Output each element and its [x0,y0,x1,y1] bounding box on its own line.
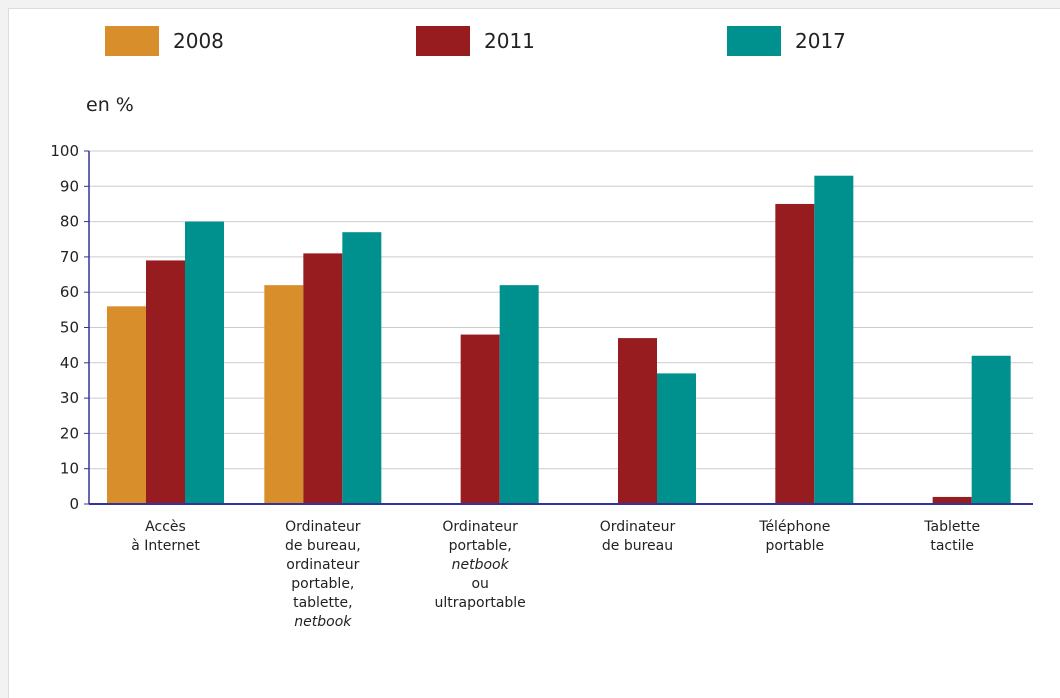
x-tick-label-2: Ordinateur portable, netbook ou ultraportabl… [435,519,526,611]
y-tick-label-0: 0 [69,495,79,513]
bar-2017-1 [342,232,382,504]
bar-2017-4 [814,175,854,504]
bar-2011-3 [618,338,657,504]
y-tick-label-90: 90 [60,177,79,195]
x-tick-label-4: Téléphone portable [758,519,830,554]
legend-item-2017: 2017 [727,26,846,56]
bar-2011-5 [932,496,972,504]
y-tick-label-70: 70 [60,248,79,266]
bar-2008-1 [264,285,304,504]
legend-item-2008: 2008 [105,26,224,56]
bar-2017-0 [185,221,224,504]
x-tick-label-5: Tablette tactile [923,519,980,554]
bar-2008-0 [107,306,146,504]
x-tick-label-0: Accès à Internet [131,519,200,554]
x-tick-label-1: Ordinateur de bureau, ordinateur portable, t… [285,519,361,630]
y-tick-label-80: 80 [60,213,79,231]
y-tick-label-10: 10 [60,460,79,478]
legend-swatch-2017 [727,26,781,56]
bar-2011-2 [460,334,500,504]
y-tick-label-20: 20 [60,424,79,442]
legend-label-2008: 2008 [173,29,224,53]
legend-swatch-2011 [416,26,470,56]
legend-label-2017: 2017 [795,29,846,53]
y-tick-label-60: 60 [60,283,79,301]
bar-2017-3 [657,373,696,504]
y-tick-label-30: 30 [60,389,79,407]
bar-2017-5 [971,355,1011,504]
x-tick-label-3: Ordinateur de bureau [600,519,676,554]
bar-2011-1 [303,253,343,504]
y-axis-unit-label: en % [86,94,134,116]
legend-item-2011: 2011 [416,26,535,56]
bar-2011-0 [146,260,185,504]
y-tick-label-100: 100 [50,142,79,160]
bar-2017-2 [499,285,539,504]
bar-2011-4 [775,203,815,504]
y-tick-label-50: 50 [60,319,79,337]
legend-label-2011: 2011 [484,29,535,53]
legend-swatch-2008 [105,26,159,56]
y-tick-label-40: 40 [60,354,79,372]
